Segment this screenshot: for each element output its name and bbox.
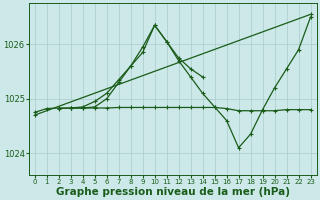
X-axis label: Graphe pression niveau de la mer (hPa): Graphe pression niveau de la mer (hPa) xyxy=(56,187,290,197)
